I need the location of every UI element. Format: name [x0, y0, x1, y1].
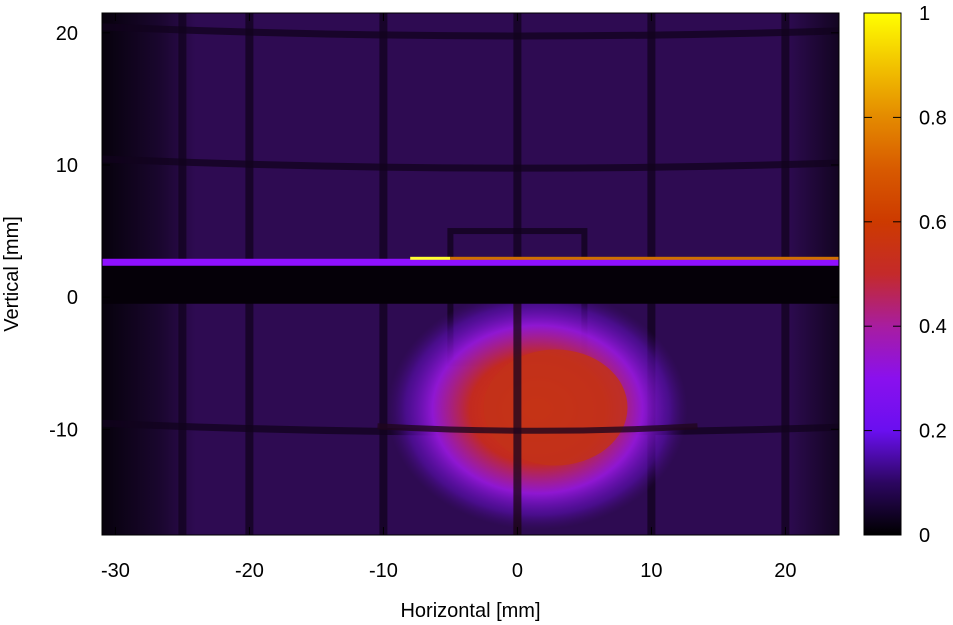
y-axis-title: Vertical [mm]	[1, 216, 23, 332]
colorbar-tick-label: 1	[919, 3, 930, 25]
x-axis-title: Horizontal [mm]	[400, 600, 540, 622]
y-tick-label: 20	[56, 23, 78, 45]
grid-wire-horizontal	[102, 23, 839, 40]
x-axis: -30 -20 -10 0 10 20	[101, 13, 797, 582]
colorbar-tick-label: 0	[919, 525, 930, 547]
dark-band	[102, 264, 839, 304]
colorbar-tick-label: 0.6	[919, 212, 947, 234]
colorbar-tick-label: 0.8	[919, 107, 947, 129]
x-tick-label: -20	[235, 560, 264, 582]
spot-wire-vertical	[513, 279, 522, 535]
spot-wire-horizontal	[377, 423, 698, 434]
plot-frame	[101, 12, 840, 536]
y-axis: -10 0 10 20	[49, 23, 839, 441]
colorbar-tick-label: 0.2	[919, 421, 947, 443]
grid-wire-horizontal	[102, 155, 839, 172]
x-tick-label: -10	[369, 560, 398, 582]
y-tick-label: 0	[67, 287, 78, 309]
beam-spot-core	[483, 349, 628, 466]
colorbar-axis: 0 0.2 0.4 0.6 0.8 1	[864, 3, 947, 547]
hot-segment-tip	[410, 256, 451, 260]
y-tick-label: -10	[49, 419, 78, 441]
x-tick-label: 20	[774, 560, 796, 582]
x-tick-label: 0	[512, 560, 523, 582]
bright-line	[102, 258, 839, 266]
colorbar-tick-label: 0.4	[919, 316, 947, 338]
y-tick-label: 10	[56, 155, 78, 177]
x-tick-label: 10	[640, 560, 662, 582]
heatmap-plot-area	[102, 13, 839, 535]
hot-segment	[450, 256, 839, 260]
colorbar	[863, 12, 902, 536]
x-tick-label: -30	[101, 560, 130, 582]
